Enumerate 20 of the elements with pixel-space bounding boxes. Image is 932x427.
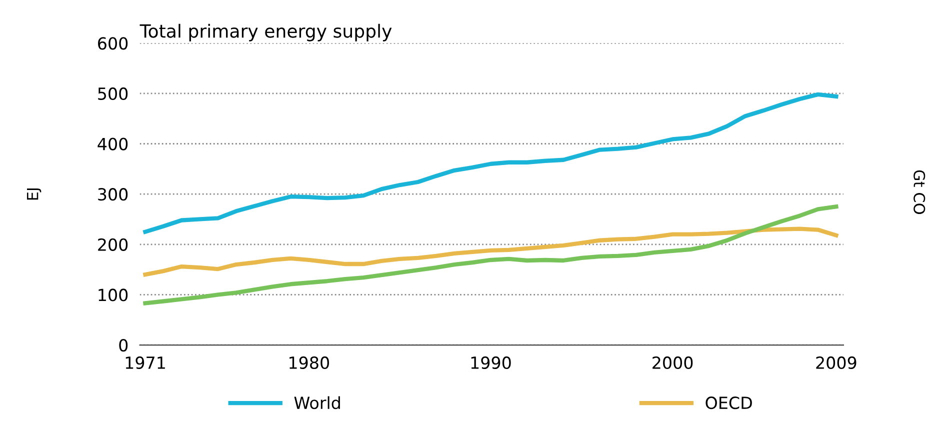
legend-label: World [294, 396, 340, 410]
y-tick-label: 100 [98, 288, 128, 302]
line-series [143, 204, 838, 306]
y-axis-title: EJ [27, 188, 42, 200]
y2-axis-title: Gt CO [914, 170, 926, 214]
legend-label: OECD [706, 396, 752, 410]
line-series [143, 226, 838, 277]
y-tick-label: 300 [98, 188, 128, 201]
x-tick-label: 1990 [471, 356, 511, 370]
y-tick-label: 400 [98, 138, 128, 150]
x-tick-label: 2009 [816, 356, 856, 370]
y-tick-label: 0 [119, 338, 128, 352]
chart-title: Total primary energy supply [140, 24, 392, 42]
y-tick-label: 600 [98, 37, 128, 50]
y-tick-label: 500 [98, 87, 128, 100]
x-tick-label: 1980 [290, 356, 329, 370]
x-tick-label: 2000 [652, 356, 693, 370]
line-series [143, 92, 838, 234]
y-tick-label: 200 [98, 238, 128, 251]
x-tick-label: 1971 [126, 356, 165, 370]
